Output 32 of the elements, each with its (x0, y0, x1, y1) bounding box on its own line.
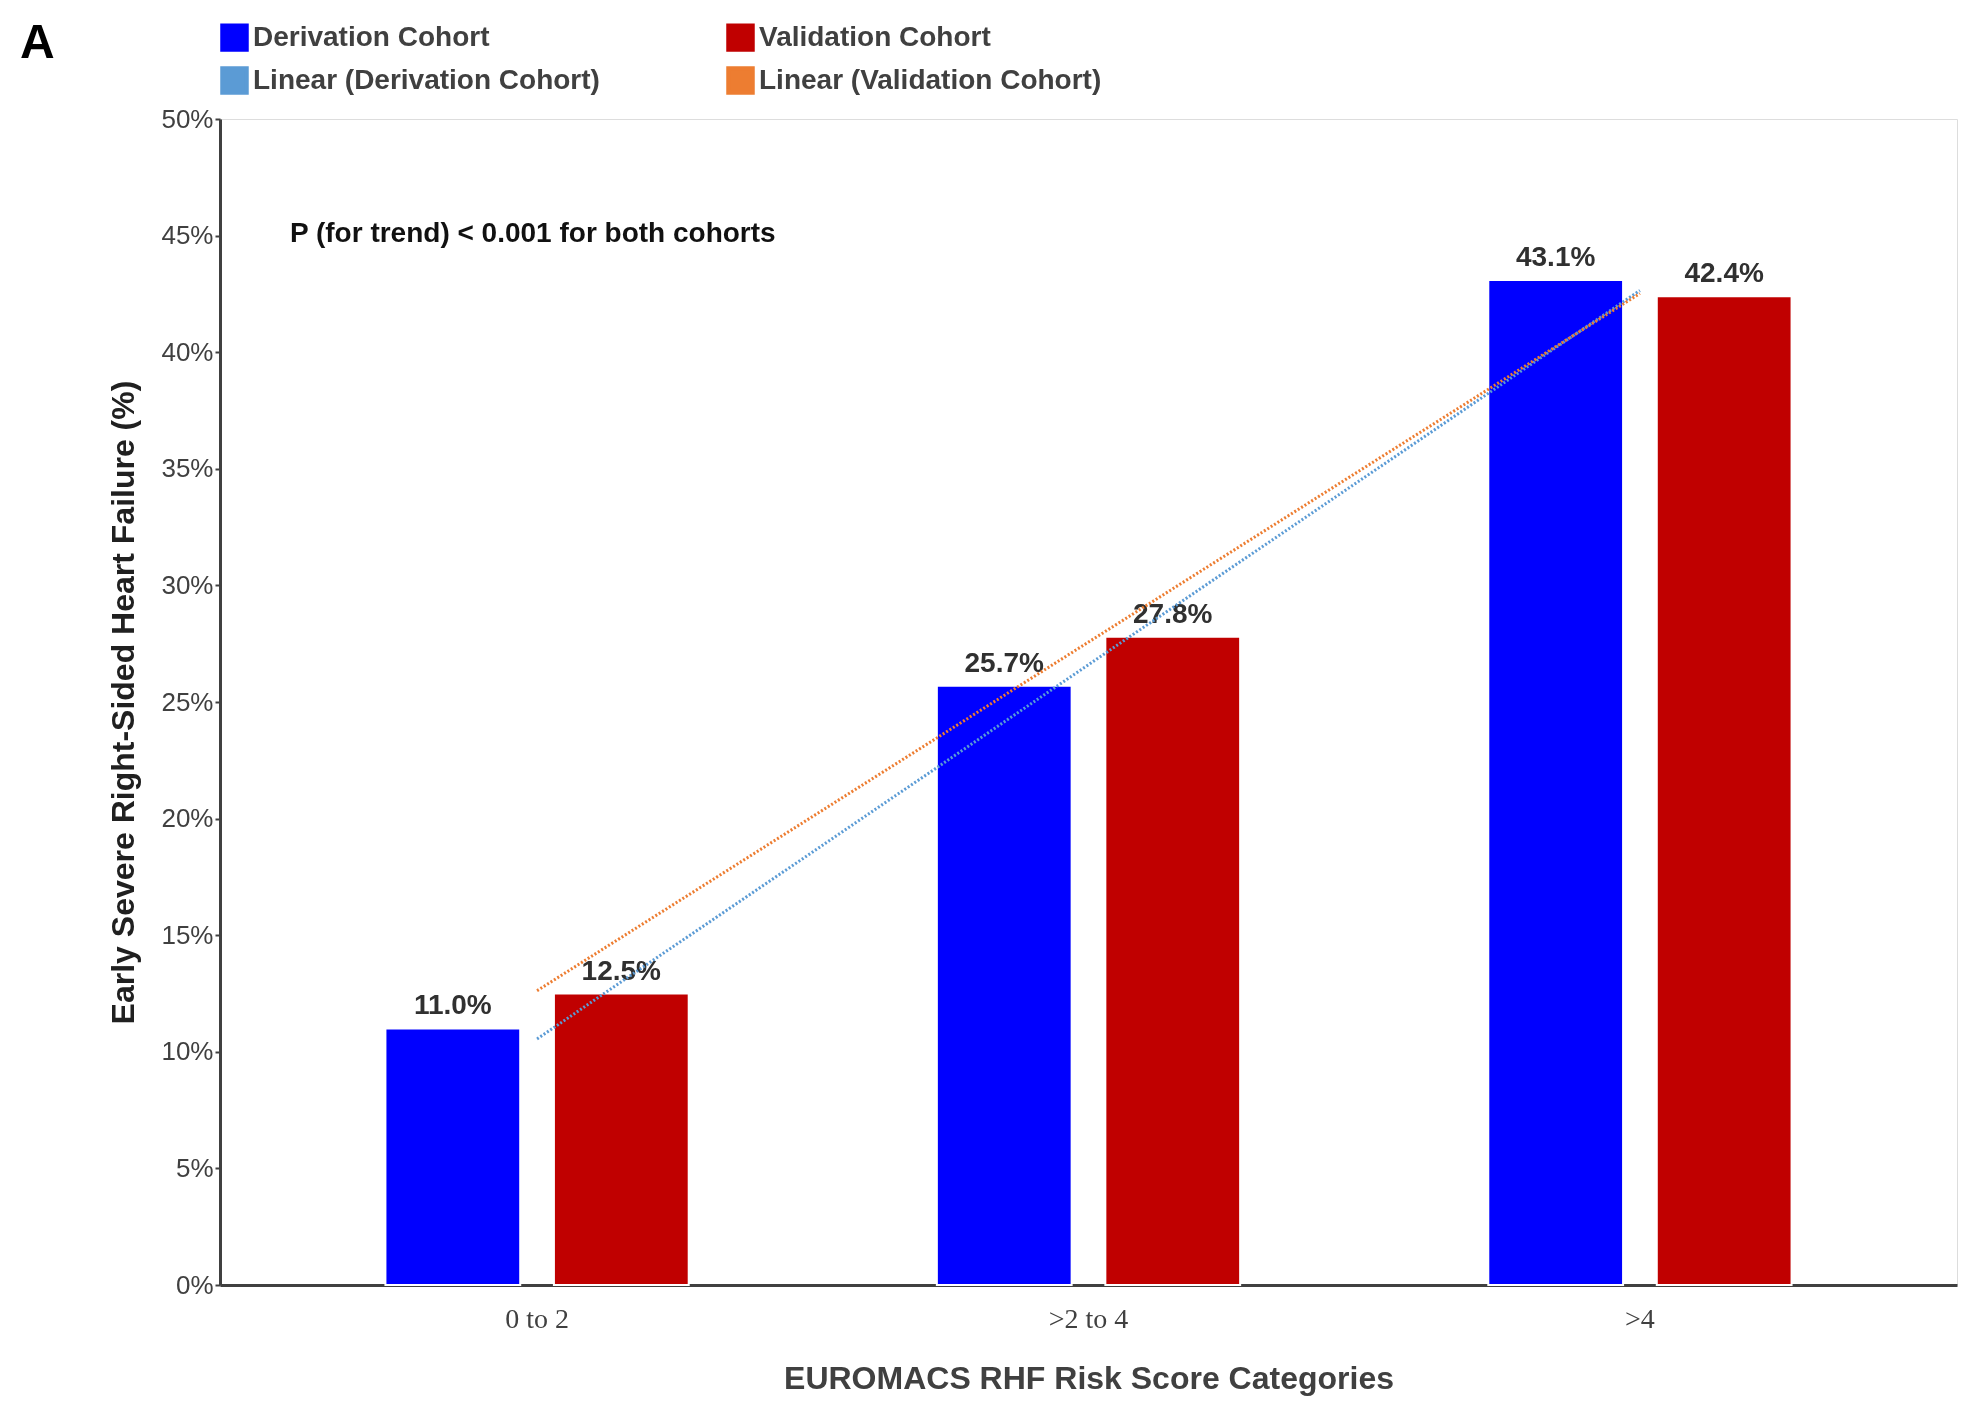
bar (935, 684, 1073, 1286)
y-tick-label: 20% (161, 803, 214, 834)
bar (384, 1027, 522, 1286)
bar (1487, 278, 1625, 1286)
x-tick-label: 0 to 2 (505, 1302, 569, 1334)
data-label: 42.4% (1684, 257, 1764, 289)
bar (1655, 295, 1793, 1286)
y-tick-label: 35% (161, 453, 214, 484)
y-tick-label: 0% (175, 1269, 214, 1300)
legend-label: Derivation Cohort (253, 20, 490, 52)
chart-title: A (20, 15, 55, 68)
y-tick-label: 5% (175, 1152, 214, 1183)
y-tick-label: 15% (161, 919, 214, 950)
bar (1104, 635, 1242, 1286)
y-tick-label: 30% (161, 569, 214, 600)
legend-label: Linear (Derivation Cohort) (253, 63, 600, 95)
x-axis-title: EUROMACS RHF Risk Score Categories (784, 1359, 1394, 1396)
data-label: 43.1% (1515, 240, 1596, 272)
data-label: 25.7% (964, 646, 1045, 678)
bar (552, 992, 690, 1286)
data-label: 11.0% (413, 989, 492, 1021)
y-tick-label: 50% (161, 103, 214, 134)
y-tick-label: 45% (161, 220, 214, 251)
x-tick-label: >2 to 4 (1048, 1302, 1129, 1334)
y-tick-label: 25% (161, 686, 214, 717)
legend-label: Validation Cohort (759, 20, 991, 52)
y-axis-title: Early Severe Right-Sided Heart Failure (%) (105, 380, 142, 1025)
legend-label: Linear (Validation Cohort) (759, 63, 1102, 95)
y-tick-label: 40% (161, 336, 214, 367)
x-tick-label: >4 (1625, 1302, 1655, 1334)
annotation: P (for trend) < 0.001 for both cohorts (290, 217, 776, 248)
y-tick-label: 10% (161, 1036, 214, 1067)
